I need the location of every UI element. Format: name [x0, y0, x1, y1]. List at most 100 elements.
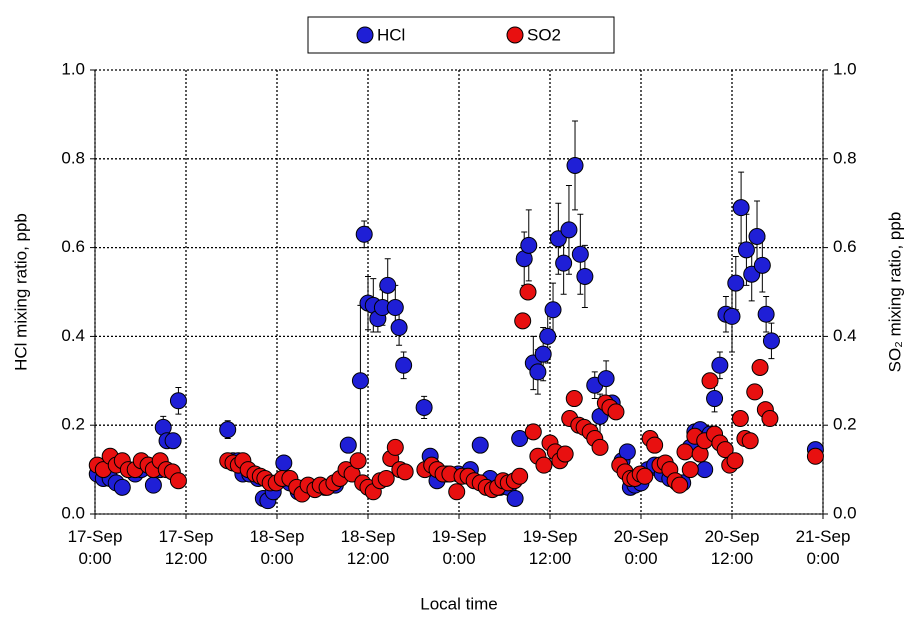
point	[751, 358, 769, 376]
point	[219, 421, 237, 439]
point	[386, 299, 404, 317]
point	[741, 432, 759, 450]
x-tick-label: 17-Sep 0:00	[67, 527, 123, 568]
x-tick-label: 18-Sep 12:00	[340, 527, 396, 568]
point	[520, 236, 538, 254]
point	[539, 327, 557, 345]
point	[576, 267, 594, 285]
point	[511, 430, 529, 448]
point	[671, 476, 689, 494]
point	[566, 156, 584, 174]
point	[731, 410, 749, 428]
point	[676, 443, 694, 461]
point	[560, 221, 578, 239]
point	[597, 370, 615, 388]
point	[275, 454, 293, 472]
y2-tick-label: 0.0	[833, 503, 857, 522]
point	[524, 423, 542, 441]
point	[753, 256, 771, 274]
point	[716, 441, 734, 459]
point	[726, 452, 744, 470]
y-tick-label: 0.4	[61, 326, 85, 345]
point	[571, 245, 589, 263]
point	[711, 356, 729, 374]
legend-box	[307, 16, 615, 54]
point	[681, 461, 699, 479]
legend-marker	[506, 26, 524, 44]
point	[757, 305, 775, 323]
point	[164, 432, 182, 450]
point	[591, 438, 609, 456]
point	[351, 372, 369, 390]
point	[556, 445, 574, 463]
y2-tick-label: 0.4	[833, 326, 857, 345]
y2-tick-label: 1.0	[833, 59, 857, 78]
point	[607, 403, 625, 421]
point	[355, 225, 373, 243]
point	[396, 463, 414, 481]
point	[386, 438, 404, 456]
point	[415, 398, 433, 416]
x-tick-label: 20-Sep 0:00	[613, 527, 669, 568]
point	[636, 467, 654, 485]
legend-marker	[356, 26, 374, 44]
point	[761, 410, 779, 428]
y-tick-label: 0.6	[61, 237, 85, 256]
x-tick-label: 19-Sep 12:00	[522, 527, 578, 568]
point	[806, 447, 824, 465]
x-tick-label: 18-Sep 0:00	[249, 527, 305, 568]
x-tick-label: 17-Sep 12:00	[158, 527, 214, 568]
point	[535, 456, 553, 474]
y-tick-label: 0.0	[61, 503, 85, 522]
point	[144, 476, 162, 494]
point	[618, 443, 636, 461]
point	[555, 254, 573, 272]
point	[544, 301, 562, 319]
x-tick-label: 21-Sep 0:00	[795, 527, 851, 568]
point	[169, 392, 187, 410]
point	[701, 372, 719, 390]
x-axis-label: Local time	[420, 594, 497, 613]
y2-tick-label: 0.6	[833, 237, 857, 256]
point	[732, 199, 750, 217]
y2-tick-label: 0.8	[833, 148, 857, 167]
x-tick-label: 19-Sep 0:00	[431, 527, 487, 568]
point	[746, 383, 764, 401]
point	[696, 461, 714, 479]
point	[511, 467, 529, 485]
point	[506, 489, 524, 507]
point	[339, 436, 357, 454]
y-tick-label: 0.8	[61, 148, 85, 167]
point	[390, 319, 408, 337]
point	[349, 452, 367, 470]
point	[395, 356, 413, 374]
y-tick-label: 0.2	[61, 415, 85, 434]
point	[448, 483, 466, 501]
legend-label: HCl	[377, 25, 405, 44]
x-tick-label: 20-Sep 12:00	[704, 527, 760, 568]
point	[534, 345, 552, 363]
point	[514, 312, 532, 330]
y2-axis-label: SO₂ mixing ratio, ppb	[885, 212, 904, 373]
legend-label: SO2	[527, 25, 561, 44]
point	[748, 228, 766, 245]
point	[529, 363, 547, 381]
point	[113, 478, 131, 496]
y-tick-label: 1.0	[61, 59, 85, 78]
point	[519, 283, 537, 301]
point	[169, 472, 187, 490]
point	[377, 469, 395, 487]
y-axis-label: HCl mixing ratio, ppb	[11, 213, 30, 371]
point	[379, 276, 397, 294]
point	[737, 241, 755, 259]
point	[646, 436, 664, 454]
y2-tick-label: 0.2	[833, 415, 857, 434]
point	[762, 332, 780, 350]
point	[727, 274, 745, 292]
point	[565, 390, 583, 408]
point	[471, 436, 489, 454]
point	[706, 390, 724, 408]
point	[723, 307, 741, 325]
